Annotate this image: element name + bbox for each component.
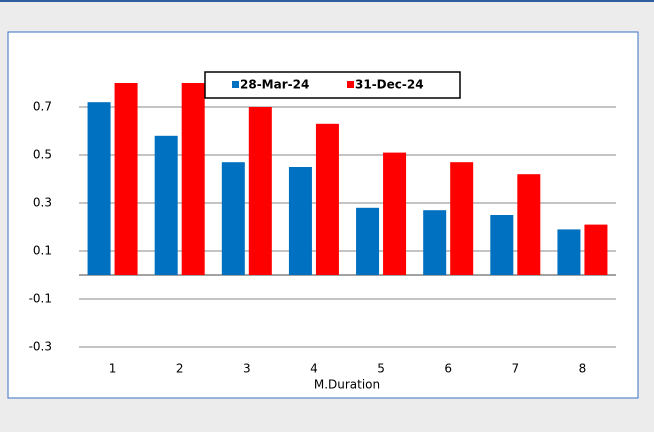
legend-label: 28-Mar-24 [240, 78, 309, 92]
bar [87, 102, 111, 275]
bar [356, 207, 380, 275]
bar [557, 229, 581, 275]
bar [517, 174, 541, 275]
legend-swatch [347, 81, 354, 88]
legend-label: 31-Dec-24 [355, 78, 424, 92]
bar [423, 210, 447, 275]
y-tick-label: 0.5 [33, 148, 52, 162]
x-axis-label: M.Duration [314, 378, 380, 392]
bar [248, 107, 272, 275]
x-tick-label: 2 [176, 362, 184, 376]
x-tick-label: 6 [444, 362, 452, 376]
bar [450, 162, 474, 275]
bar [221, 162, 245, 275]
bar [288, 167, 312, 275]
x-tick-label: 1 [109, 362, 117, 376]
x-tick-label: 4 [310, 362, 318, 376]
bar [114, 83, 138, 275]
y-tick-label: 0.1 [33, 244, 52, 258]
bar [490, 215, 514, 275]
y-tick-label: 0.7 [33, 100, 52, 114]
x-tick-label: 8 [579, 362, 587, 376]
legend-box [204, 71, 461, 99]
bar [181, 83, 205, 275]
bar [315, 123, 339, 275]
x-tick-label: 5 [377, 362, 385, 376]
bar [584, 224, 608, 275]
y-tick-label: -0.3 [29, 340, 52, 354]
y-tick-label: -0.1 [29, 292, 52, 306]
bar [154, 135, 178, 275]
y-tick-label: 0.3 [33, 196, 52, 210]
legend-swatch [232, 81, 239, 88]
bar [383, 152, 407, 275]
x-tick-label: 7 [511, 362, 519, 376]
x-tick-label: 3 [243, 362, 251, 376]
